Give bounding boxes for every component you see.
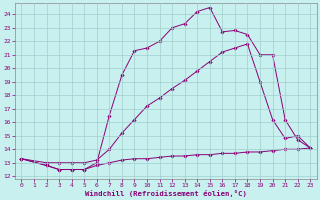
X-axis label: Windchill (Refroidissement éolien,°C): Windchill (Refroidissement éolien,°C) — [85, 190, 247, 197]
